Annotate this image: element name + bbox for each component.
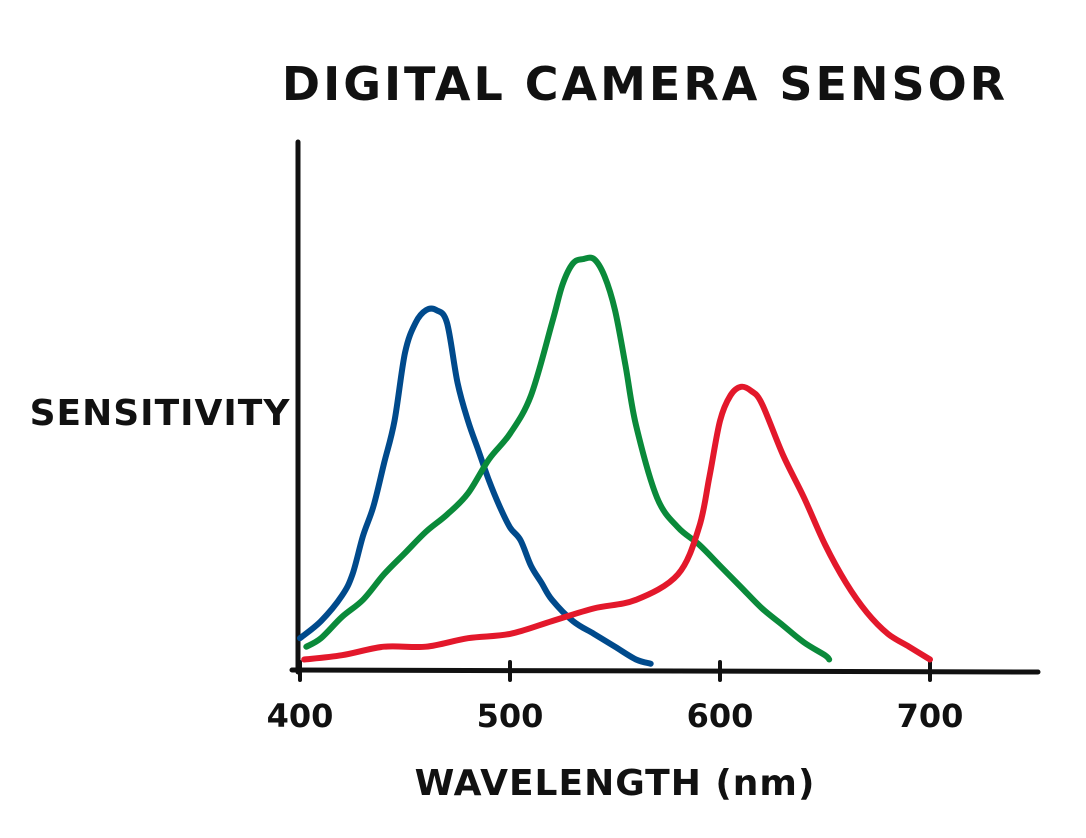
green-sensitivity-curve [303,254,833,663]
x-ticks: 400 500 600 700 [267,660,964,735]
blue-sensitivity-curve [297,305,654,667]
x-axis [289,667,1041,675]
chart-title: DIGITAL CAMERA SENSOR [282,57,1008,111]
x-tick-label: 500 [477,697,544,735]
x-tick-label: 700 [897,697,964,735]
series-group [297,254,933,667]
x-tick-label: 600 [687,697,754,735]
red-sensitivity-curve [301,383,933,663]
y-axis-label: SENSITIVITY [30,393,291,434]
x-tick-label: 400 [267,697,334,735]
x-axis-label: WAVELENGTH (nm) [415,763,816,804]
